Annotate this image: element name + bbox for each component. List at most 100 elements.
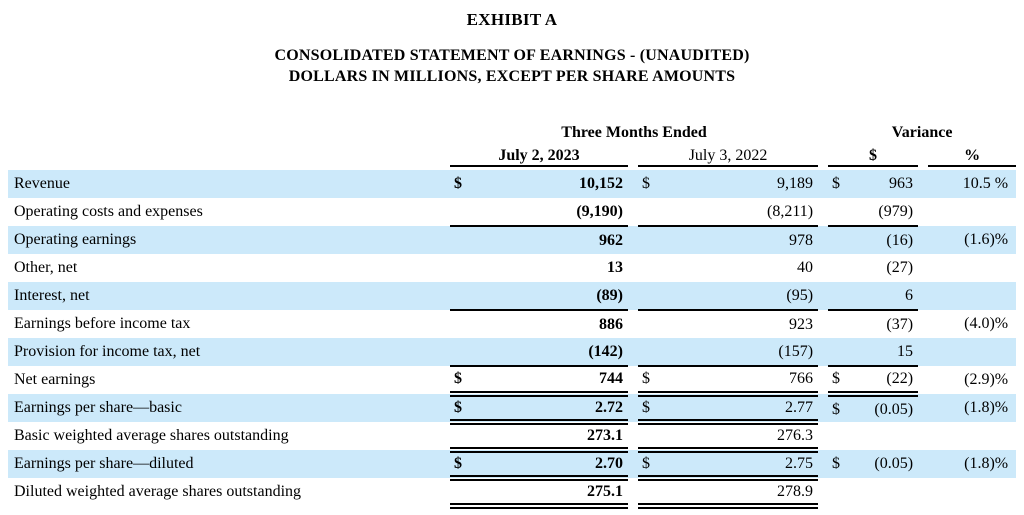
gap-cell (628, 394, 638, 422)
value-variance: 15 (853, 338, 919, 367)
value-2022: (8,211) (663, 198, 819, 227)
currency-variance (828, 310, 853, 338)
gap-cell (818, 450, 828, 478)
gap-cell (628, 310, 638, 338)
empty-cell (8, 142, 450, 166)
row-label: Revenue (14, 175, 70, 192)
gap-cell (628, 198, 638, 226)
gap-cell (818, 310, 828, 338)
earnings-table: Three Months Ended Variance July 2, 2023… (8, 120, 1017, 509)
value-2023: 962 (599, 231, 623, 249)
table-row: Operating costs and expenses (9,190) (8,21… (8, 198, 1016, 227)
value-variance (853, 478, 918, 506)
gap-cell (918, 338, 928, 366)
row-label: Basic weighted average shares outstandin… (14, 427, 289, 444)
gap-cell (918, 422, 928, 450)
currency-variance: $ (832, 455, 841, 472)
currency-2022 (638, 198, 663, 227)
period-group-header: Three Months Ended (561, 124, 707, 141)
value-2022: 276.3 (663, 422, 819, 453)
row-label: Operating costs and expenses (14, 203, 203, 220)
gap-cell (818, 338, 828, 366)
table-row: Revenue $10,152 $9,189 $963 10.5 % (8, 170, 1017, 198)
row-label: Operating earnings (14, 231, 137, 248)
gap-cell (918, 254, 928, 282)
gap-cell (918, 478, 928, 506)
row-label: Earnings before income tax (14, 315, 191, 332)
exhibit-title: EXHIBIT A (466, 10, 558, 29)
currency-variance: $ (828, 366, 854, 397)
gap-cell (918, 170, 928, 198)
percent-variance: (1.8)% (964, 399, 1009, 416)
gap-cell (918, 450, 928, 478)
row-label: Diluted weighted average shares outstand… (14, 483, 302, 500)
table-row: Earnings before income tax 886 923 (37) (4.0… (8, 310, 1016, 338)
currency-2023 (450, 422, 475, 453)
gap-cell (628, 366, 638, 394)
empty-cell (818, 120, 828, 142)
value-2022: 923 (789, 315, 814, 333)
currency-variance (828, 254, 853, 282)
gap-cell (818, 142, 828, 166)
value-2023: (142) (475, 338, 628, 367)
gap-cell (818, 366, 828, 394)
gap-cell (628, 170, 638, 198)
gap-cell (628, 422, 638, 450)
value-2023: (9,190) (475, 198, 628, 227)
statement-header: CONSOLIDATED STATEMENT OF EARNINGS - (UN… (0, 45, 1024, 87)
currency-variance: $ (832, 400, 841, 418)
group-header-row: Three Months Ended Variance (8, 120, 1016, 142)
value-2022: 978 (789, 231, 814, 249)
gap-cell (628, 338, 638, 366)
gap-cell (818, 422, 828, 450)
currency-2022: $ (638, 366, 663, 397)
exhibit-page: EXHIBIT A CONSOLIDATED STATEMENT OF EARN… (0, 10, 1024, 515)
row-label: Net earnings (14, 371, 96, 388)
value-2023: 273.1 (475, 422, 628, 453)
table-body: Revenue $10,152 $9,189 $963 10.5 % Operating … (8, 170, 1017, 509)
table-row: Net earnings $744 $766 $ (22) (2.9)% (8, 366, 1016, 397)
percent-variance (928, 478, 1016, 506)
value-variance: (0.05) (874, 455, 914, 472)
percent-variance: (4.0)% (964, 315, 1009, 332)
gap-cell (918, 226, 928, 254)
percent-variance: (1.8)% (964, 455, 1009, 472)
value-variance: 963 (889, 175, 914, 192)
currency-2022 (638, 310, 663, 338)
currency-2022: $ (638, 450, 663, 481)
gap-cell (918, 282, 928, 310)
statement-title: CONSOLIDATED STATEMENT OF EARNINGS - (UN… (274, 47, 750, 64)
value-variance: (979) (853, 198, 919, 227)
value-variance: (37) (886, 315, 914, 333)
value-2023: (89) (475, 282, 628, 311)
currency-2023: $ (450, 450, 475, 481)
table-row: Operating earnings 962 978 (16) (1.6)% (8, 226, 1017, 254)
value-variance: (16) (886, 231, 914, 249)
gap-cell (818, 170, 828, 198)
percent-variance (928, 338, 1016, 366)
currency-variance (828, 226, 853, 254)
currency-variance: $ (832, 175, 841, 192)
currency-2022 (638, 282, 663, 311)
gap-cell (818, 254, 828, 282)
value-2023: 744 (475, 366, 628, 397)
currency-2023 (450, 282, 475, 311)
value-2022: 2.77 (663, 394, 819, 425)
currency-2023 (450, 478, 475, 509)
currency-2023: $ (450, 366, 475, 397)
row-label: Interest, net (14, 287, 90, 304)
table-row: Basic weighted average shares outstandin… (8, 422, 1016, 453)
gap-cell (818, 226, 828, 254)
value-variance: (0.05) (874, 400, 914, 418)
currency-2023 (450, 226, 475, 254)
currency-2023 (450, 254, 475, 282)
row-label: Provision for income tax, net (14, 343, 201, 360)
percent-variance: (2.9)% (964, 371, 1009, 388)
value-2022: 40 (797, 259, 814, 276)
column-header-variance-percent: % (928, 142, 1017, 167)
value-2022: 9,189 (777, 175, 814, 192)
value-2022: 766 (663, 366, 819, 397)
currency-2022 (638, 422, 663, 453)
value-2023: 275.1 (475, 478, 628, 509)
currency-2023: $ (450, 394, 475, 425)
